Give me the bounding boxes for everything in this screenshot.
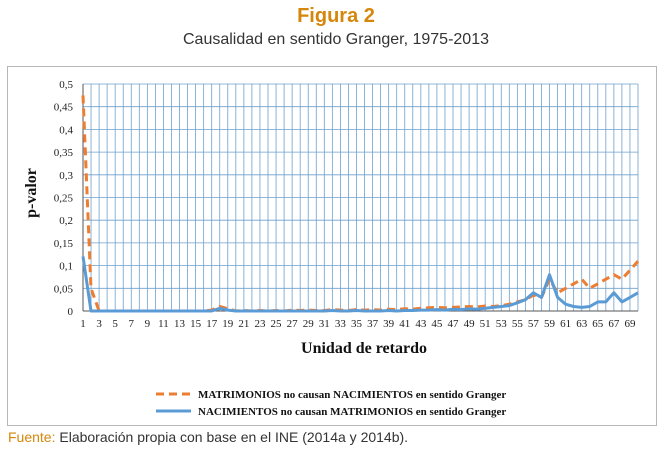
y-tick-label: 0 xyxy=(68,306,74,318)
x-tick-label: 69 xyxy=(624,318,636,330)
y-tick-label: 0,2 xyxy=(59,215,73,227)
legend-label-1: MATRIMONIOS no causan NACIMIENTOS en sen… xyxy=(198,389,506,401)
x-tick-label: 65 xyxy=(592,318,604,330)
x-tick-label: 57 xyxy=(528,318,540,330)
legend-label-2: NACIMIENTOS no causan MATRIMONIOS en sen… xyxy=(198,406,506,418)
x-tick-label: 53 xyxy=(496,318,508,330)
x-tick-label: 37 xyxy=(367,318,379,330)
y-tick-label: 0,15 xyxy=(54,238,74,250)
series-line-2 xyxy=(81,256,639,313)
x-tick-label: 17 xyxy=(206,318,218,330)
x-tick-label: 5 xyxy=(112,318,118,330)
y-tick-label: 0,25 xyxy=(54,193,74,205)
x-tick-label: 35 xyxy=(351,318,363,330)
x-tick-label: 59 xyxy=(544,318,556,330)
y-tick-label: 0,3 xyxy=(59,170,73,182)
x-tick-label: 31 xyxy=(319,318,330,330)
legend: MATRIMONIOS no causan NACIMIENTOS en sen… xyxy=(156,389,506,418)
x-tick-label: 7 xyxy=(129,318,135,330)
chart-frame: 0 0,05 0,1 0,15 0,2 0,25 0,3 0,35 0,4 0,45 0,5 1 3 5 7… xyxy=(7,66,657,426)
x-tick-label: 47 xyxy=(448,318,460,330)
axes: 00,050,10,150,20,250,30,350,40,450,51 3 5 7… xyxy=(54,79,638,330)
x-tick-label: 13 xyxy=(174,318,186,330)
x-tick-label: 9 xyxy=(145,318,151,330)
x-tick-label: 41 xyxy=(399,318,410,330)
x-tick-label: 19 xyxy=(222,318,234,330)
x-tick-label: 55 xyxy=(512,318,524,330)
series-line-1 xyxy=(81,95,640,313)
x-tick-label: 51 xyxy=(480,318,491,330)
x-tick-label: 27 xyxy=(287,318,299,330)
x-tick-label: 39 xyxy=(383,318,395,330)
x-tick-label: 43 xyxy=(415,318,427,330)
x-tick-label: 29 xyxy=(303,318,315,330)
y-tick-label: 0,45 xyxy=(54,102,74,114)
x-tick-label: 15 xyxy=(190,318,202,330)
x-tick-label: 61 xyxy=(560,318,571,330)
x-tick-label: 1 xyxy=(80,318,86,330)
x-tick-label: 33 xyxy=(335,318,347,330)
x-tick-label: 11 xyxy=(158,318,169,330)
figure-title: Figura 2 xyxy=(297,5,375,27)
grid xyxy=(82,83,639,312)
series xyxy=(81,95,640,313)
y-tick-label: 0,4 xyxy=(59,124,73,136)
x-tick-label: 23 xyxy=(254,318,266,330)
source-text: Elaboración propia con base en el INE (2… xyxy=(55,429,409,445)
figure-subtitle: Causalidad en sentido Granger, 1975-2013 xyxy=(183,31,489,48)
y-tick-label: 0,05 xyxy=(54,283,74,295)
x-axis-title: Unidad de retardo xyxy=(301,340,427,357)
x-tick-label: 63 xyxy=(576,318,588,330)
source-label: Fuente: xyxy=(8,429,56,445)
x-tick-label: 25 xyxy=(271,318,283,330)
granger-line-chart: 00,050,10,150,20,250,30,350,40,450,51 3 5 7… xyxy=(23,79,640,418)
x-tick-label: 67 xyxy=(608,318,620,330)
y-tick-label: 0,5 xyxy=(59,79,73,91)
x-tick-label: 45 xyxy=(431,318,443,330)
source-note: Fuente: Elaboración propia con base en e… xyxy=(8,429,408,445)
x-tick-label: 3 xyxy=(96,318,102,330)
x-tick-label: 49 xyxy=(464,318,476,330)
y-tick-label: 0,1 xyxy=(59,261,73,273)
y-tick-label: 0,35 xyxy=(54,147,74,159)
y-axis-title: p-valor xyxy=(23,168,40,218)
x-tick-label: 21 xyxy=(238,318,249,330)
